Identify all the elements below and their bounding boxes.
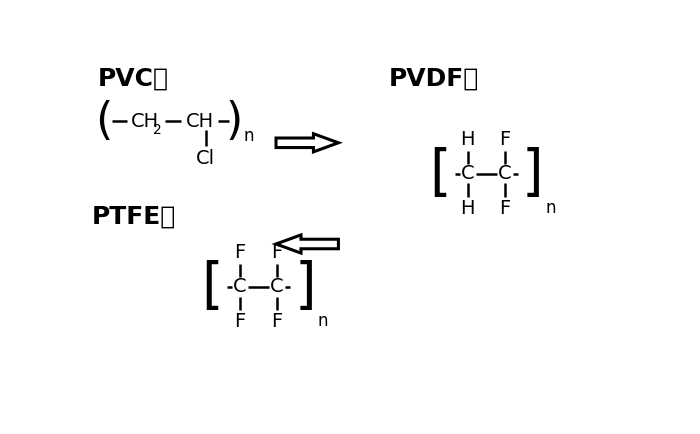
Text: F: F (499, 199, 510, 218)
Text: H: H (461, 199, 475, 218)
Text: C: C (498, 164, 512, 183)
Text: CH: CH (130, 112, 158, 131)
Text: n: n (317, 312, 328, 330)
Text: H: H (461, 130, 475, 149)
Text: F: F (271, 312, 283, 331)
Text: F: F (234, 243, 246, 262)
Text: C: C (461, 164, 475, 183)
Text: n: n (244, 127, 254, 145)
Text: F: F (234, 312, 246, 331)
Text: [: [ (429, 147, 450, 201)
Text: C: C (270, 277, 284, 296)
Text: F: F (271, 243, 283, 262)
Text: ]: ] (522, 147, 544, 201)
Text: Cl: Cl (196, 149, 216, 168)
Text: C: C (233, 277, 247, 296)
Text: [: [ (201, 260, 223, 314)
Polygon shape (276, 134, 338, 152)
Text: PTFE：: PTFE： (92, 205, 176, 229)
Text: ): ) (225, 100, 243, 143)
Text: F: F (499, 130, 510, 149)
Text: 2: 2 (153, 123, 161, 137)
Polygon shape (276, 235, 338, 253)
Text: PVDF：: PVDF： (389, 66, 479, 90)
Text: (: ( (95, 100, 113, 143)
Text: n: n (545, 199, 556, 217)
Text: ]: ] (294, 260, 316, 314)
Text: CH: CH (186, 112, 214, 131)
Text: PVC：: PVC： (97, 66, 168, 90)
